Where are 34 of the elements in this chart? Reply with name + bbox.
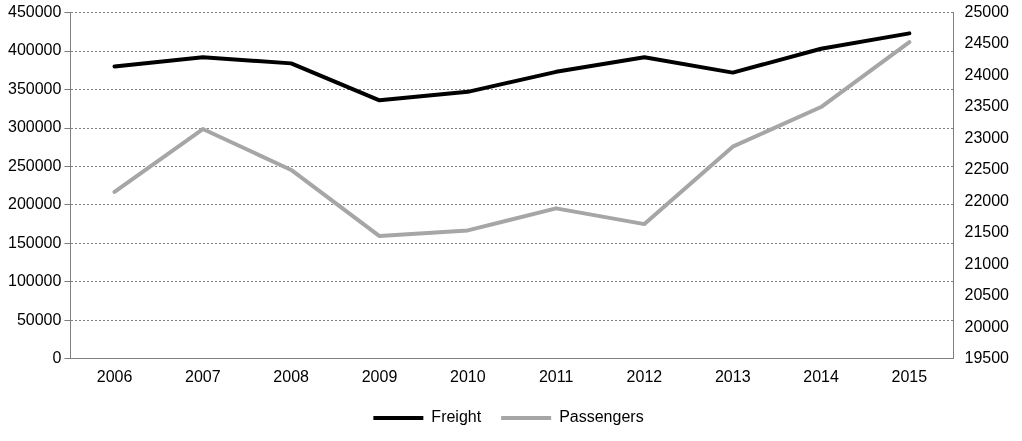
y2-tick-label: 21500 <box>964 223 1010 241</box>
x-tick-label: 2009 <box>361 367 398 385</box>
y2-tick-label: 20000 <box>964 317 1010 335</box>
y2-tick-label: 24000 <box>964 65 1010 83</box>
y2-tick-label: 23500 <box>964 97 1010 115</box>
legend-label: Passengers <box>559 408 644 426</box>
y-tick-label: 200000 <box>8 195 62 213</box>
y2-tick-label: 19500 <box>964 349 1010 367</box>
y-tick-label: 150000 <box>8 233 62 251</box>
y2-tick-label: 24500 <box>964 34 1010 52</box>
x-tick-label: 2015 <box>891 367 928 385</box>
x-tick-label: 2006 <box>96 367 133 385</box>
x-tick-label: 2007 <box>185 367 221 385</box>
x-tick-label: 2012 <box>626 367 663 385</box>
y-tick-label: 450000 <box>8 3 62 21</box>
x-tick-label: 2014 <box>803 367 839 385</box>
y-tick-label: 350000 <box>8 79 62 97</box>
x-tick-label: 2010 <box>450 367 486 385</box>
y2-tick-label: 22000 <box>964 191 1010 209</box>
y2-tick-label: 23000 <box>964 128 1010 146</box>
y2-tick-label: 25000 <box>964 3 1010 21</box>
x-tick-label: 2011 <box>538 367 574 385</box>
y-tick-label: 0 <box>52 349 62 367</box>
y2-tick-label: 21000 <box>964 254 1010 272</box>
y-tick-label: 400000 <box>8 41 62 59</box>
y2-tick-label: 22500 <box>964 160 1010 178</box>
y-tick-label: 300000 <box>8 118 62 136</box>
y-tick-label: 100000 <box>8 272 62 290</box>
y-tick-label: 250000 <box>8 156 62 174</box>
x-tick-label: 2013 <box>714 367 751 385</box>
y2-tick-label: 20500 <box>964 286 1010 304</box>
x-tick-label: 2008 <box>273 367 310 385</box>
y-tick-label: 50000 <box>16 310 62 328</box>
legend-label: Freight <box>431 408 482 426</box>
